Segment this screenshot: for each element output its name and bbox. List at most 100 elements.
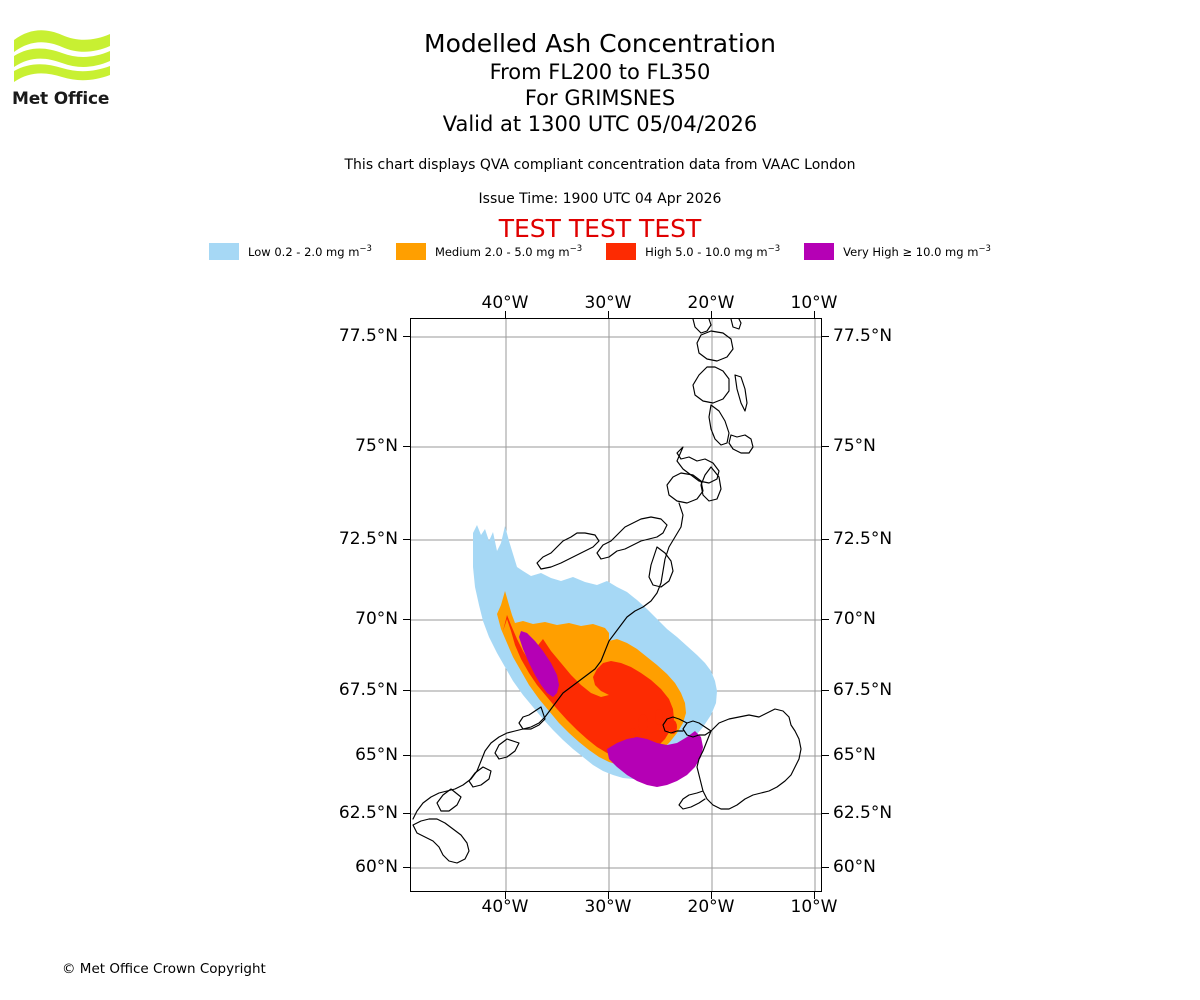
map-plot-frame bbox=[410, 318, 822, 892]
coast-north-islets bbox=[692, 319, 712, 334]
ash-band-very-high-source bbox=[607, 731, 703, 787]
coast-iceland bbox=[696, 708, 802, 810]
coast-greenland-mid-3 bbox=[536, 532, 600, 570]
page-title: Modelled Ash Concentration bbox=[424, 29, 776, 58]
coast-greenland-mid-2 bbox=[596, 516, 668, 560]
legend-item-high: High 5.0 - 10.0 mg m−3 bbox=[606, 243, 780, 260]
legend-label-low: Low 0.2 - 2.0 mg m−3 bbox=[248, 244, 372, 259]
coast-greenland-ne-3 bbox=[708, 404, 730, 446]
ash-band-very-high-nw bbox=[515, 631, 559, 697]
lat-tick-right-65n: 65°N bbox=[833, 745, 876, 765]
tick-right-725n bbox=[822, 539, 829, 540]
ash-band-high bbox=[503, 615, 674, 759]
lat-tick-right-70n: 70°N bbox=[833, 609, 876, 629]
legend-swatch-low bbox=[209, 243, 240, 260]
coast-north-islet-2 bbox=[730, 319, 742, 330]
met-office-logo-text: Met Office bbox=[12, 89, 110, 109]
tick-left-775n bbox=[403, 336, 410, 337]
met-office-wave-mark bbox=[14, 30, 110, 82]
lon-tick-bottom-40w: 40°W bbox=[481, 897, 529, 917]
lat-tick-left-725n: 72.5°N bbox=[338, 529, 398, 549]
tick-left-725n bbox=[403, 539, 410, 540]
tick-left-60n bbox=[403, 867, 410, 868]
issue-time: Issue Time: 1900 UTC 04 Apr 2026 bbox=[478, 191, 722, 207]
tick-left-625n bbox=[403, 813, 410, 814]
ash-plume-contours bbox=[473, 525, 717, 787]
coast-greenland-fjord-3 bbox=[468, 766, 492, 788]
legend-label-very-high: Very High ≥ 10.0 mg m−3 bbox=[843, 244, 991, 259]
lat-tick-right-625n: 62.5°N bbox=[833, 803, 893, 823]
tick-left-75n bbox=[403, 446, 410, 447]
ash-high-speckles bbox=[630, 709, 677, 738]
tick-left-675n bbox=[403, 690, 410, 691]
tick-top-40w bbox=[505, 311, 506, 318]
title-flight-levels: From FL200 to FL350 bbox=[489, 60, 711, 84]
lon-tick-bottom-20w: 20°W bbox=[687, 897, 735, 917]
coast-greenland-fjord-1 bbox=[518, 706, 546, 730]
lat-tick-left-65n: 65°N bbox=[355, 745, 398, 765]
title-volcano-name: For GRIMSNES bbox=[524, 86, 676, 110]
lat-tick-left-775n: 77.5°N bbox=[338, 326, 398, 346]
legend-swatch-high bbox=[606, 243, 637, 260]
coast-greenland-east-main bbox=[412, 502, 684, 820]
lat-tick-right-60n: 60°N bbox=[833, 857, 876, 877]
tick-right-65n bbox=[822, 755, 829, 756]
lat-tick-left-675n: 67.5°N bbox=[338, 680, 398, 700]
tick-right-60n bbox=[822, 867, 829, 868]
tick-bottom-20w bbox=[711, 892, 712, 899]
tick-top-10w bbox=[814, 311, 815, 318]
coast-greenland-ne-4 bbox=[728, 434, 754, 454]
tick-right-625n bbox=[822, 813, 829, 814]
coast-greenland-ne-5 bbox=[676, 446, 720, 484]
tick-right-70n bbox=[822, 619, 829, 620]
lat-tick-left-60n: 60°N bbox=[355, 857, 398, 877]
coast-iceland-south-detail bbox=[678, 790, 706, 810]
test-banner: TEST TEST TEST bbox=[498, 214, 702, 243]
tick-left-70n bbox=[403, 619, 410, 620]
coast-greenland-ne-2 bbox=[734, 374, 748, 412]
lon-tick-bottom-30w: 30°W bbox=[584, 897, 632, 917]
lat-tick-right-75n: 75°N bbox=[833, 436, 876, 456]
tick-bottom-30w bbox=[608, 892, 609, 899]
lat-tick-right-675n: 67.5°N bbox=[833, 680, 893, 700]
met-office-logo: Met Office bbox=[12, 26, 122, 116]
coast-greenland-ne-6 bbox=[700, 466, 722, 502]
tick-right-75n bbox=[822, 446, 829, 447]
lon-tick-top-20w: 20°W bbox=[687, 293, 735, 313]
lon-tick-top-10w: 10°W bbox=[790, 293, 838, 313]
legend-label-high: High 5.0 - 10.0 mg m−3 bbox=[645, 244, 781, 259]
tick-right-675n bbox=[822, 690, 829, 691]
lat-tick-left-70n: 70°N bbox=[355, 609, 398, 629]
legend-item-very-high: Very High ≥ 10.0 mg m−3 bbox=[804, 243, 991, 260]
tick-bottom-40w bbox=[505, 892, 506, 899]
title-block: Modelled Ash Concentration From FL200 to… bbox=[0, 28, 1200, 137]
coast-iceland-nw-fjords bbox=[662, 716, 688, 734]
lon-tick-bottom-10w: 10°W bbox=[790, 897, 838, 917]
legend-item-medium: Medium 2.0 - 5.0 mg m−3 bbox=[395, 243, 583, 260]
legend-swatch-very-high bbox=[804, 243, 835, 260]
tick-top-20w bbox=[711, 311, 712, 318]
coastlines bbox=[412, 319, 802, 864]
lat-tick-left-625n: 62.5°N bbox=[338, 803, 398, 823]
tick-left-65n bbox=[403, 755, 410, 756]
coast-greenland-ne-1 bbox=[692, 366, 730, 404]
lon-tick-top-30w: 30°W bbox=[584, 293, 632, 313]
coast-north-islet-3 bbox=[696, 330, 734, 362]
coast-iceland-nw-peninsula bbox=[682, 720, 712, 738]
coast-greenland-fjord-4 bbox=[436, 788, 462, 812]
tick-top-30w bbox=[608, 311, 609, 318]
tick-right-775n bbox=[822, 336, 829, 337]
legend-swatch-medium bbox=[395, 243, 426, 260]
qva-note: This chart displays QVA compliant concen… bbox=[344, 157, 856, 173]
coast-greenland-south-tip bbox=[412, 818, 470, 864]
ash-concentration-map bbox=[410, 318, 822, 892]
tick-bottom-10w bbox=[814, 892, 815, 899]
coast-greenland-mid-4 bbox=[648, 546, 674, 588]
legend-item-low: Low 0.2 - 2.0 mg m−3 bbox=[209, 243, 372, 260]
legend-label-medium: Medium 2.0 - 5.0 mg m−3 bbox=[434, 244, 583, 259]
lat-tick-left-75n: 75°N bbox=[355, 436, 398, 456]
title-valid-time: Valid at 1300 UTC 05/04/2026 bbox=[442, 112, 758, 136]
lat-tick-right-725n: 72.5°N bbox=[833, 529, 893, 549]
copyright-notice: © Met Office Crown Copyright bbox=[62, 961, 266, 977]
lon-tick-top-40w: 40°W bbox=[481, 293, 529, 313]
